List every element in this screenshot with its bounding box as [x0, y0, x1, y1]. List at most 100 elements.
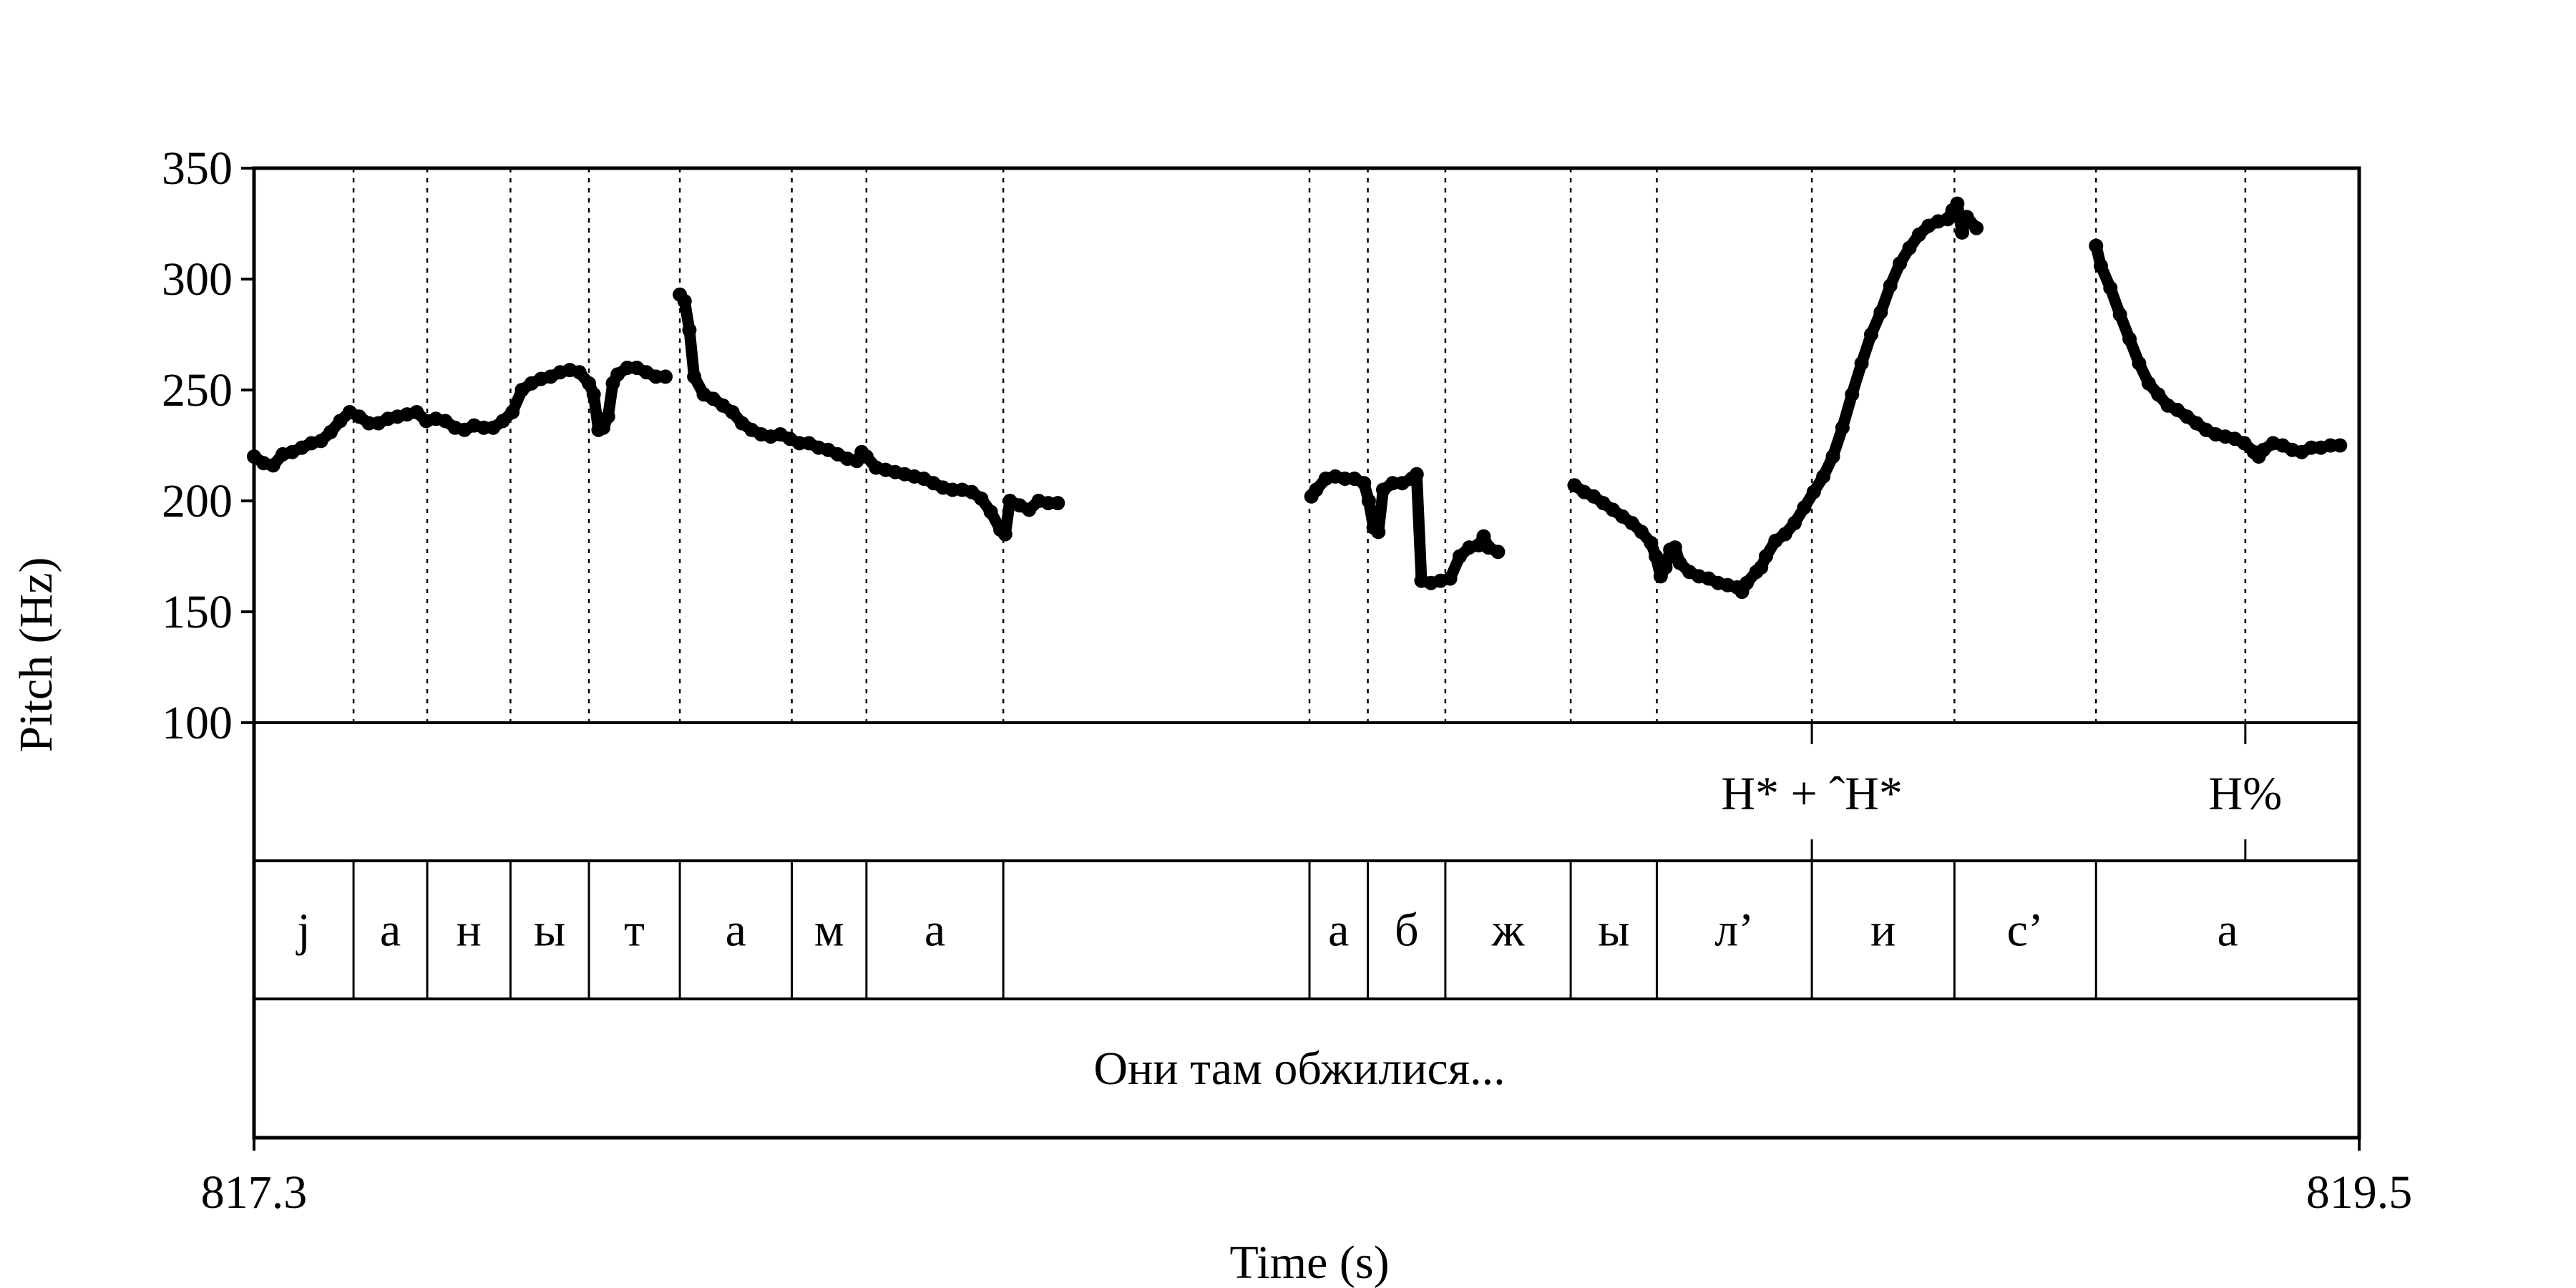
segment-label: а	[924, 904, 945, 957]
pitch-point	[1758, 549, 1773, 564]
pitch-point	[1754, 560, 1769, 575]
segment-label: б	[1395, 904, 1419, 957]
pitch-point	[1667, 540, 1682, 555]
annotation-tiers: H* + ˆH* H%j а н ы т а м а а б ж ы л’ и с’ а	[296, 723, 2282, 999]
pitch-point	[1883, 278, 1898, 293]
pitch-point	[1022, 502, 1037, 517]
pitch-point	[1740, 575, 1755, 590]
pitch-point	[495, 414, 510, 429]
pitch-point	[1357, 476, 1372, 491]
segment-label: j	[296, 904, 310, 957]
pitch-point	[1777, 527, 1792, 542]
pitch-point	[409, 405, 424, 419]
segment-label: а	[2217, 904, 2238, 957]
pitch-point	[1443, 571, 1458, 586]
pitch-point	[1955, 225, 1970, 240]
pitch-point	[974, 491, 989, 506]
sentence-label: Они там обжилися...	[1093, 1043, 1505, 1095]
pitch-point	[1873, 305, 1888, 320]
y-tick-label: 200	[162, 475, 233, 527]
pitch-point	[2112, 307, 2127, 322]
pitch-point	[1863, 327, 1878, 342]
pitch-point	[997, 527, 1013, 542]
pitch-point	[983, 504, 998, 519]
pitch-plot-area	[352, 168, 2247, 723]
y-tick-label: 150	[162, 586, 233, 638]
tone-label: H* + ˆH*	[1721, 768, 1903, 820]
pitch-point	[2089, 238, 2104, 253]
pitch-point	[600, 409, 615, 424]
segment-label: т	[624, 904, 645, 957]
segment-label: и	[1870, 904, 1896, 957]
pitch-point	[859, 449, 874, 464]
x-tick-label-start: 817.3	[201, 1166, 308, 1219]
pitch-point	[1672, 555, 1687, 570]
pitch-point	[1644, 535, 1659, 550]
pitch-point	[313, 434, 328, 449]
segment-label: а	[726, 904, 746, 957]
pitch-point	[1854, 356, 1869, 371]
pitch-point	[1787, 516, 1802, 530]
pitch-point	[572, 365, 587, 380]
pitch-point	[1806, 484, 1821, 499]
pitch-point	[596, 420, 611, 435]
pitch-point	[2333, 438, 2348, 453]
pitch-point	[1371, 525, 1386, 540]
pitch-point	[1902, 240, 1917, 255]
pitch-point	[677, 294, 692, 308]
y-tick-label: 300	[162, 253, 233, 306]
pitch-point	[265, 458, 280, 473]
pitch-point	[2151, 387, 2166, 402]
pitch-point	[1825, 449, 1840, 464]
tone-label: H%	[2209, 768, 2283, 820]
pitch-points	[247, 196, 2348, 600]
pitch-point	[1816, 469, 1831, 484]
pitch-point	[1797, 500, 1812, 515]
pitch-point	[323, 424, 338, 439]
axes: 100 150 200 250 300 350	[162, 142, 2361, 1151]
pitch-point	[1959, 210, 1974, 225]
pitch-point	[1845, 387, 1860, 402]
x-tick-label-end: 819.5	[2306, 1166, 2413, 1219]
segment-label: а	[1328, 904, 1349, 957]
pitch-point	[1409, 467, 1424, 482]
figure-frame	[252, 166, 2361, 1140]
pitch-point	[1893, 256, 1908, 271]
pitch-point	[1835, 420, 1850, 435]
pitch-point	[2093, 258, 2108, 273]
y-tick-label: 350	[162, 142, 233, 195]
pitch-point	[582, 376, 597, 391]
pitch-point	[1950, 196, 1965, 211]
pitch-point	[1634, 525, 1649, 540]
pitch-point	[2122, 331, 2137, 346]
y-tick-label: 250	[162, 364, 233, 416]
pitch-point	[1361, 494, 1376, 508]
pitch-point	[687, 369, 702, 384]
pitch-point	[2141, 376, 2156, 391]
x-axis-title: Time (s)	[1229, 1236, 1389, 1288]
segment-label: ы	[1598, 904, 1629, 957]
segment-label: ж	[1491, 904, 1525, 957]
pitch-point	[2132, 356, 2147, 371]
pitch-point	[1476, 529, 1491, 544]
pitch-point	[586, 387, 601, 402]
pitch-point	[1649, 549, 1664, 564]
segment-label: с’	[2007, 904, 2044, 957]
pitch-contour	[2090, 240, 2346, 462]
segment-label: а	[380, 904, 401, 957]
pitch-point	[2103, 280, 2118, 296]
segment-label: л’	[1714, 904, 1754, 957]
pitch-point	[1969, 220, 1984, 235]
segment-label: ы	[534, 904, 565, 957]
pitch-contour	[1305, 468, 1504, 589]
pitch-point	[1658, 560, 1673, 575]
pitch-point	[1911, 228, 1926, 242]
pitch-point	[1050, 496, 1065, 511]
pitch-point	[333, 414, 348, 429]
pitch-point	[682, 323, 697, 338]
segment-label: м	[814, 904, 844, 957]
pitch-point	[1491, 545, 1506, 560]
pitch-point	[658, 369, 673, 384]
pitch-point	[2237, 436, 2252, 451]
